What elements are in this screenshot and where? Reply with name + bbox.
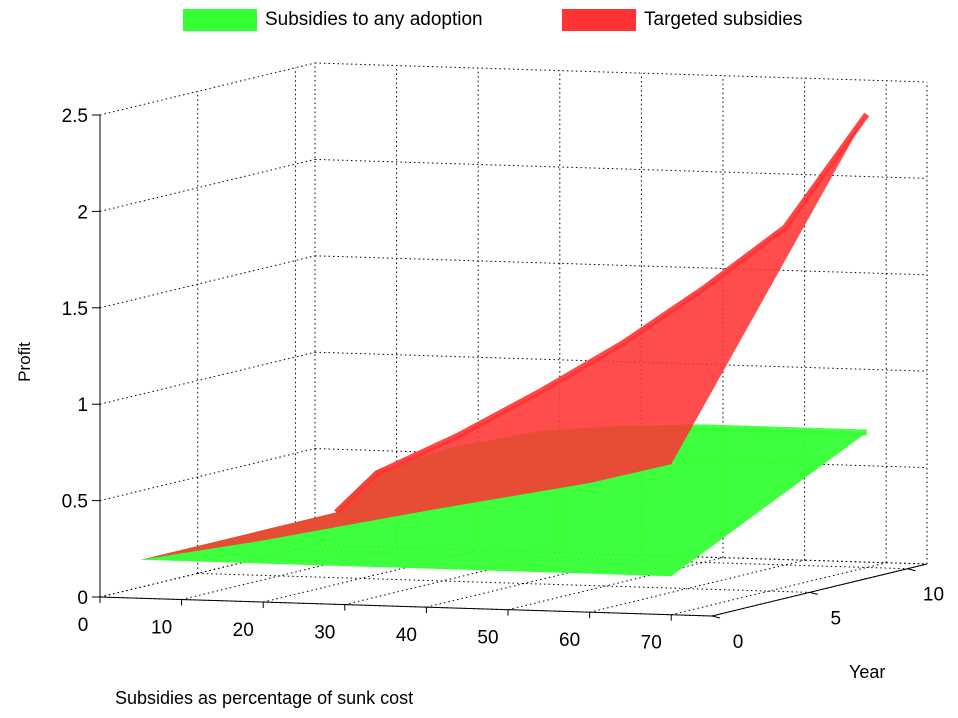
x-axis-label: Subsidies as percentage of sunk cost: [115, 688, 413, 708]
surface-any-adoption: [140, 427, 867, 577]
z-tick-label-1: 0.5: [62, 492, 88, 513]
grid-line-sidewall-z-4: [99, 158, 316, 212]
surface-targeted-rim: [334, 112, 870, 515]
z-axis-label: Profit: [15, 342, 34, 382]
x-tick-label-3: 30: [314, 623, 335, 644]
z-tick-label-5: 2.5: [62, 106, 88, 127]
grid-line-floor-x-7: [671, 562, 887, 616]
z-tick-label-2: 1: [77, 395, 88, 416]
x-tick-label-1: 10: [151, 618, 172, 639]
x-tick-label-6: 60: [559, 630, 580, 651]
y-tick-mark-0: [711, 615, 721, 619]
legend-label-any-adoption: Subsidies to any adoption: [265, 9, 483, 30]
grid-line-floor-x-5: [507, 557, 724, 611]
grid-line-floor-y-1: [197, 572, 810, 593]
legend-item-any-adoption: Subsidies to any adoption: [183, 6, 483, 34]
legend-swatch-any-adoption: [183, 9, 257, 31]
y-tick-label-0: 0: [733, 632, 744, 653]
z-tick-label-0: 0: [77, 588, 88, 609]
surface-targeted: [140, 114, 867, 560]
grid-line-sidewall-z-1: [99, 448, 316, 502]
y-tick-mark-1: [809, 591, 818, 595]
x-tick-label-7: 70: [641, 633, 662, 654]
grid-line-sidewall-z-3: [99, 255, 316, 309]
x-tick-label-4: 40: [396, 625, 417, 646]
grid-line-sidewall-z-5: [99, 62, 316, 116]
legend-swatch-targeted: [562, 9, 636, 31]
y-tick-mark-2: [907, 568, 916, 572]
legend-item-targeted: Targeted subsidies: [562, 6, 802, 34]
grid-line-backwall-z-4: [314, 158, 928, 179]
y-axis-label: Year: [849, 662, 885, 682]
tick-labels: 0 0.5 1 1.5 2 2.5 0 10 20 30 40 50 60 70 0 5 10: [62, 106, 944, 654]
y-tick-label-1: 5: [830, 608, 841, 629]
grid-line-backwall-z-3: [314, 255, 928, 276]
x-tick-label-2: 20: [233, 620, 254, 641]
z-tick-label-4: 2: [77, 202, 88, 223]
z-tick-label-3: 1.5: [62, 299, 88, 320]
grid-line-floor-x-6: [589, 559, 805, 613]
grid-line-floor-x-2: [263, 549, 479, 603]
y-axis-line: [711, 563, 928, 617]
axes: [92, 114, 928, 621]
x-tick-label-5: 50: [477, 628, 498, 649]
y-tick-label-2: 10: [923, 585, 944, 606]
grid-line-floor-x-3: [344, 552, 560, 606]
grid-line-backwall-z-5: [314, 62, 928, 83]
grid-line-sidewall-z-2: [99, 351, 316, 405]
grid-line-floor-x-0: [99, 544, 316, 598]
surfaces: [140, 112, 870, 577]
grid-line-floor-x-4: [426, 554, 642, 608]
legend-label-targeted: Targeted subsidies: [644, 9, 803, 30]
x-tick-label-0: 0: [78, 615, 89, 636]
x-axis-line: [99, 596, 713, 617]
grid-line-floor-x-1: [181, 547, 397, 601]
